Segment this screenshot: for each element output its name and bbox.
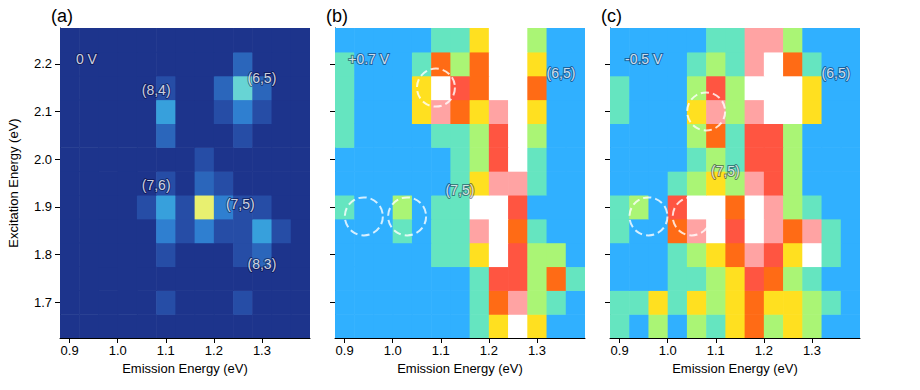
svg-text:Emission Energy (eV): Emission Energy (eV) (672, 361, 798, 376)
svg-text:-0.5 V: -0.5 V (625, 51, 663, 67)
svg-text:0.9: 0.9 (336, 343, 354, 358)
svg-text:(7,5): (7,5) (446, 182, 475, 198)
svg-text:1.8: 1.8 (34, 247, 52, 262)
svg-text:0 V: 0 V (76, 51, 98, 67)
svg-text:(6,5): (6,5) (822, 65, 851, 81)
svg-text:1.3: 1.3 (528, 343, 546, 358)
svg-text:1.3: 1.3 (253, 343, 271, 358)
svg-text:Emission Energy (eV): Emission Energy (eV) (122, 361, 248, 376)
svg-text:(8,3): (8,3) (248, 256, 277, 272)
svg-text:Excitation Energy (eV): Excitation Energy (eV) (6, 118, 21, 247)
svg-text:2.0: 2.0 (34, 152, 52, 167)
svg-text:(6,5): (6,5) (547, 65, 576, 81)
svg-text:1.0: 1.0 (659, 343, 677, 358)
svg-text:1.1: 1.1 (707, 343, 725, 358)
svg-text:(7,5): (7,5) (711, 163, 740, 179)
svg-text:2.2: 2.2 (34, 56, 52, 71)
svg-text:0.9: 0.9 (611, 343, 629, 358)
svg-text:1.2: 1.2 (205, 343, 223, 358)
svg-text:1.0: 1.0 (384, 343, 402, 358)
svg-text:1.2: 1.2 (755, 343, 773, 358)
svg-text:(6,5): (6,5) (248, 70, 277, 86)
svg-text:(7,6): (7,6) (142, 177, 171, 193)
svg-text:+0.7 V: +0.7 V (348, 51, 390, 67)
svg-text:1.1: 1.1 (432, 343, 450, 358)
svg-text:2.1: 2.1 (34, 104, 52, 119)
svg-text:1.0: 1.0 (109, 343, 127, 358)
svg-text:0.9: 0.9 (61, 343, 79, 358)
svg-text:(c): (c) (601, 6, 622, 26)
svg-text:1.9: 1.9 (34, 199, 52, 214)
svg-text:Emission Energy (eV): Emission Energy (eV) (397, 361, 523, 376)
svg-text:(a): (a) (51, 6, 73, 26)
svg-text:1.1: 1.1 (157, 343, 175, 358)
svg-text:1.2: 1.2 (480, 343, 498, 358)
svg-text:(b): (b) (326, 6, 348, 26)
svg-text:(8,4): (8,4) (142, 82, 171, 98)
svg-text:1.3: 1.3 (803, 343, 821, 358)
svg-text:(7,5): (7,5) (226, 196, 255, 212)
svg-text:1.7: 1.7 (34, 295, 52, 310)
